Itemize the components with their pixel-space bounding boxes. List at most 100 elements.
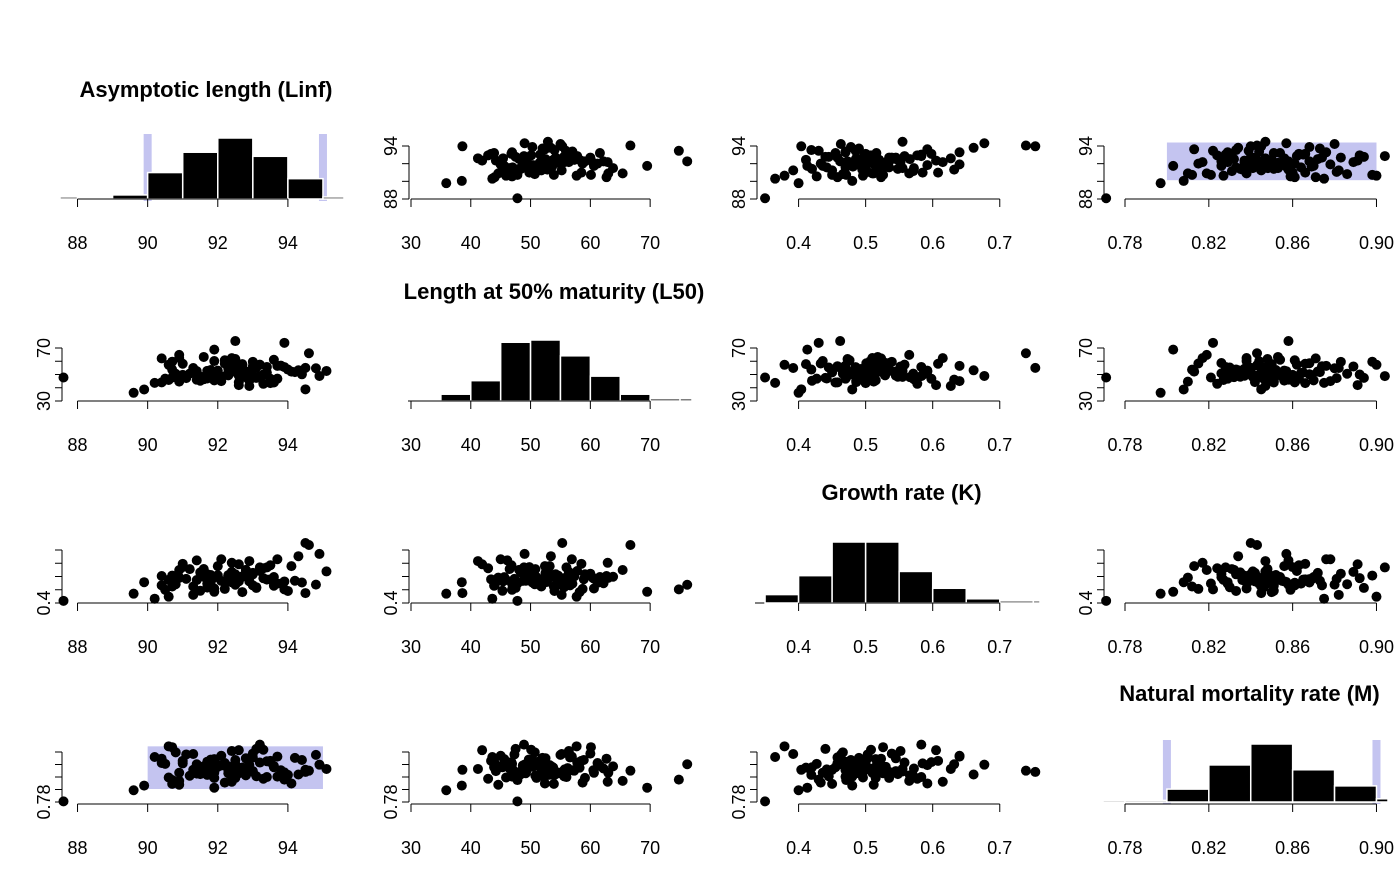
- point-m-vs-linf-60: [311, 750, 321, 760]
- x-tick-label-panel-2-3-3: 0.90: [1359, 637, 1394, 657]
- point-linf-vs-k-16: [979, 138, 989, 148]
- point-m-vs-l50-60: [555, 750, 565, 760]
- point-linf-vs-l50-3: [618, 168, 628, 178]
- point-linf-vs-m-98: [1258, 157, 1268, 167]
- point-m-vs-l50-94: [519, 740, 529, 750]
- point-m-vs-linf-45: [297, 755, 307, 765]
- point-m-vs-l50-82: [505, 764, 515, 774]
- y-tick-label-panel-2-1-0: 0.4: [381, 590, 401, 615]
- point-l50-vs-k-47: [955, 361, 965, 371]
- point-k-vs-m-44: [1183, 573, 1193, 583]
- point-m-vs-k-97: [891, 766, 901, 776]
- point-m-vs-linf-81: [262, 756, 272, 766]
- x-tick-label-panel-2-0-1: 90: [138, 637, 158, 657]
- point-linf-vs-m-9: [1189, 144, 1199, 154]
- point-l50-vs-k-22: [780, 360, 790, 370]
- point-l50-vs-k-97: [891, 371, 901, 381]
- x-tick-label-panel-1-2-1: 0.5: [853, 435, 878, 455]
- point-linf-vs-k-50: [900, 151, 910, 161]
- point-m-vs-linf-0: [59, 796, 69, 806]
- point-linf-vs-l50-83: [682, 156, 692, 166]
- point-k-vs-linf-100: [237, 571, 247, 581]
- point-l50-vs-k-94: [916, 371, 926, 381]
- point-k-vs-m-22: [1371, 592, 1381, 602]
- hist-bar-linf-8: [323, 197, 344, 199]
- point-l50-vs-k-72: [969, 365, 979, 375]
- point-k-vs-m-87: [1231, 569, 1241, 579]
- point-m-vs-k-94: [916, 740, 926, 750]
- point-linf-vs-k-66: [926, 149, 936, 159]
- point-m-vs-l50-40: [625, 766, 635, 776]
- x-tick-label-panel-1-0-3: 94: [278, 435, 298, 455]
- point-linf-vs-l50-97: [521, 153, 531, 163]
- x-tick-label-panel-3-1-3: 60: [580, 838, 600, 858]
- point-k-vs-m-1: [1156, 589, 1166, 599]
- point-linf-vs-m-15: [1168, 161, 1178, 171]
- point-m-vs-k-74: [822, 764, 832, 774]
- x-tick-label-panel-0-1-4: 70: [640, 233, 660, 253]
- point-m-vs-l50-69: [565, 752, 575, 762]
- point-l50-vs-k-99: [858, 368, 868, 378]
- y-tick-label-panel-0-2-0: 88: [729, 189, 749, 209]
- point-linf-vs-m-30: [1342, 169, 1352, 179]
- x-tick-label-panel-2-3-0: 0.78: [1107, 637, 1142, 657]
- point-l50-vs-k-58: [949, 375, 959, 385]
- point-l50-vs-k-62: [861, 378, 871, 388]
- point-l50-vs-k-63: [816, 359, 826, 369]
- point-linf-vs-k-77: [918, 168, 928, 178]
- point-l50-vs-m-44: [1183, 377, 1193, 387]
- point-m-vs-linf-32: [160, 759, 170, 769]
- point-linf-vs-k-91: [841, 147, 851, 157]
- point-linf-vs-m-5: [1319, 174, 1329, 184]
- point-k-vs-m-55: [1206, 578, 1216, 588]
- point-m-vs-k-96: [848, 760, 858, 770]
- point-k-vs-l50-1: [441, 589, 451, 599]
- point-l50-vs-m-90: [1309, 375, 1319, 385]
- point-linf-vs-l50-98: [560, 157, 570, 167]
- point-k-vs-m-94: [1380, 562, 1390, 572]
- point-l50-vs-k-0: [760, 372, 770, 382]
- point-m-vs-l50-98: [560, 764, 570, 774]
- point-linf-vs-m-84: [1355, 150, 1365, 160]
- point-linf-vs-k-89: [898, 137, 908, 147]
- point-k-vs-linf-66: [265, 560, 275, 570]
- point-linf-vs-m-72: [1233, 143, 1243, 153]
- point-k-vs-linf-27: [300, 588, 310, 598]
- point-l50-vs-m-73: [1304, 358, 1314, 368]
- point-k-vs-l50-33: [603, 558, 613, 568]
- point-linf-vs-l50-15: [642, 161, 652, 171]
- point-linf-vs-l50-85: [557, 141, 567, 151]
- hist-bar-l50-9: [650, 399, 680, 401]
- point-l50-vs-linf-96: [206, 366, 216, 376]
- x-tick-label-panel-2-2-0: 0.4: [786, 637, 811, 657]
- point-k-vs-m-96: [1281, 577, 1291, 587]
- x-tick-label-panel-3-0-2: 92: [208, 838, 228, 858]
- point-m-vs-l50-1: [441, 785, 451, 795]
- x-tick-label-panel-1-0-1: 90: [138, 435, 158, 455]
- point-m-vs-linf-52: [234, 745, 244, 755]
- point-k-vs-l50-74: [508, 583, 518, 593]
- x-tick-label-panel-3-0-3: 94: [278, 838, 298, 858]
- point-m-vs-l50-25: [549, 779, 559, 789]
- point-m-vs-k-53: [806, 770, 816, 780]
- point-linf-vs-k-22: [780, 171, 790, 181]
- point-k-vs-l50-47: [567, 554, 577, 564]
- point-m-vs-l50-0: [512, 796, 522, 806]
- point-m-vs-l50-33: [603, 777, 613, 787]
- x-tick-label-panel-0-2-1: 0.5: [853, 233, 878, 253]
- point-linf-vs-l50-37: [586, 170, 596, 180]
- hist-bar-m-0: [1103, 800, 1125, 802]
- point-l50-vs-m-97: [1250, 371, 1260, 381]
- point-k-vs-m-33: [1198, 558, 1208, 568]
- point-k-vs-linf-52: [234, 559, 244, 569]
- point-k-vs-linf-0: [59, 596, 69, 606]
- point-linf-vs-m-14: [1311, 172, 1321, 182]
- point-linf-vs-l50-22: [572, 171, 582, 181]
- point-m-vs-linf-94: [255, 740, 265, 750]
- point-m-vs-l50-3: [618, 776, 628, 786]
- point-l50-vs-k-83: [835, 336, 845, 346]
- point-linf-vs-k-99: [858, 158, 868, 168]
- hist-bar-linf-7: [288, 179, 323, 199]
- point-linf-vs-m-87: [1231, 162, 1241, 172]
- point-l50-vs-k-100: [874, 365, 884, 375]
